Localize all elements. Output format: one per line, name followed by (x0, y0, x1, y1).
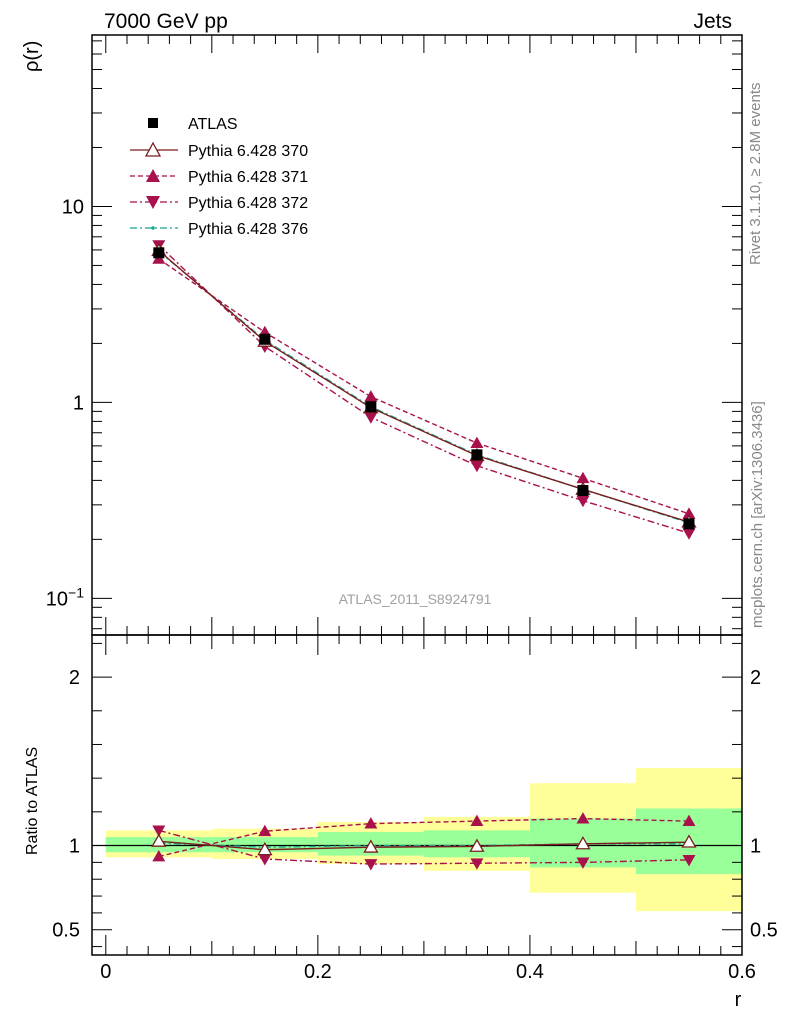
ratio-point-s0-0 (151, 833, 167, 847)
rivet-info: Rivet 3.1.10, ≥ 2.8M events (747, 83, 764, 266)
main-point-s2-5 (682, 507, 696, 519)
ratio-series-line-0 (158, 840, 689, 851)
mcplots-info: mcplots.cern.ch [arXiv:1306.3436] (749, 401, 766, 628)
ratio-point-s2-2 (364, 859, 378, 871)
legend-p370: Pythia 6.428 370 (130, 141, 308, 160)
analysis-watermark: ATLAS_2011_S8924791 (339, 591, 492, 607)
ratio-xtick-label-2: 0.4 (516, 961, 544, 983)
main-point-s3-2 (364, 412, 378, 424)
legend-p371-marker (146, 169, 160, 182)
main-point-s0-2 (365, 401, 377, 413)
ratio-ytick-label-left-0: 0.5 (52, 920, 80, 942)
main-ytick-label-1: 1 (73, 392, 84, 414)
legend-p372-label: Pythia 6.428 372 (188, 195, 308, 212)
legend-p376-marker (151, 226, 155, 230)
main-ytick-label-0: 10−1 (46, 584, 84, 610)
header-process: Jets (693, 10, 732, 33)
ratio-point-s2-1 (258, 854, 272, 866)
ratio-series-line-1 (158, 817, 689, 858)
ratio-xtick-label-1: 0.2 (304, 961, 332, 983)
ratio-point-s1-5 (682, 814, 696, 826)
main-series-line-1 (158, 250, 690, 523)
main-panel: 10−1 1 10 ρ(r) ATLAS_2011_S8924791 (21, 34, 743, 636)
main-point-s2-2 (364, 390, 378, 402)
ratio-ytick-label-right-2: 2 (750, 667, 761, 689)
ratio-point-s1-4 (576, 812, 590, 824)
main-point-s0-1 (259, 333, 271, 345)
main-point-s0-3 (471, 449, 483, 461)
main-point-s3-4 (576, 495, 590, 508)
ratio-point-s2-5 (682, 854, 696, 867)
main-series-line-3 (158, 244, 690, 534)
legend-p370-label: Pythia 6.428 370 (188, 143, 308, 160)
ratio-point-s2-4 (576, 857, 590, 869)
ratio-point-s1-0 (152, 849, 166, 862)
ratio-point-s0-1 (257, 841, 273, 856)
main-point-s3-3 (470, 460, 484, 473)
ratio-frame (91, 634, 743, 956)
main-point-s2-3 (470, 436, 484, 448)
main-point-s3-5 (682, 528, 696, 540)
main-point-s0-5 (683, 518, 695, 530)
ratio-point-s2-3 (470, 858, 484, 870)
ratio-point-s0-4 (575, 836, 591, 850)
ratio-xtick-label-0: 0 (100, 961, 111, 983)
ratio-point-s0-3 (469, 838, 485, 852)
legend-p372-marker (146, 196, 160, 209)
legend-p371: Pythia 6.428 371 (130, 169, 308, 186)
ratio-point-s2-0 (152, 825, 166, 837)
main-ylabel: ρ(r) (21, 41, 43, 72)
legend-atlas: ATLAS (148, 116, 238, 133)
legend-p370-marker (144, 141, 162, 157)
ratio-point-s1-1 (258, 824, 272, 837)
main-ytick-label-2: 10 (62, 196, 84, 218)
xlabel: r (735, 989, 742, 1011)
ratio-panel: 0.5 0.5 1 1 2 2 0 0.2 0.4 0.6 Ratio to ATLAS r (24, 634, 778, 1011)
ratio-series-line-2 (158, 829, 689, 865)
main-series-line-2 (158, 258, 690, 515)
legend-atlas-marker (148, 118, 158, 128)
header-energy: 7000 GeV pp (104, 10, 228, 33)
ratio-ylabel: Ratio to ATLAS (24, 747, 41, 855)
ratio-ytick-label-right-0: 0.5 (750, 920, 778, 942)
ratio-point-s1-3 (470, 814, 484, 826)
ratio-point-s0-2 (363, 839, 379, 853)
legend: ATLAS Pythia 6.428 370 Pythia 6.428 371 … (130, 116, 308, 238)
ratio-ytick-label-left-2: 2 (69, 667, 80, 689)
main-point-s2-4 (576, 471, 590, 484)
legend-atlas-label: ATLAS (188, 116, 238, 133)
main-point-s0-0 (153, 247, 165, 259)
ratio-point-s1-2 (364, 817, 378, 829)
ratio-xtick-label-3: 0.6 (728, 961, 756, 983)
main-series-line-4 (158, 250, 690, 524)
legend-p371-label: Pythia 6.428 371 (188, 169, 308, 186)
ratio-ytick-label-right-1: 1 (750, 836, 761, 858)
ratio-ytick-label-left-1: 1 (69, 836, 80, 858)
legend-p376-label: Pythia 6.428 376 (188, 221, 308, 238)
legend-p372: Pythia 6.428 372 (130, 195, 308, 212)
main-point-s0-4 (577, 485, 589, 497)
ratio-point-s0-5 (681, 834, 697, 848)
legend-p376: Pythia 6.428 376 (130, 221, 308, 238)
